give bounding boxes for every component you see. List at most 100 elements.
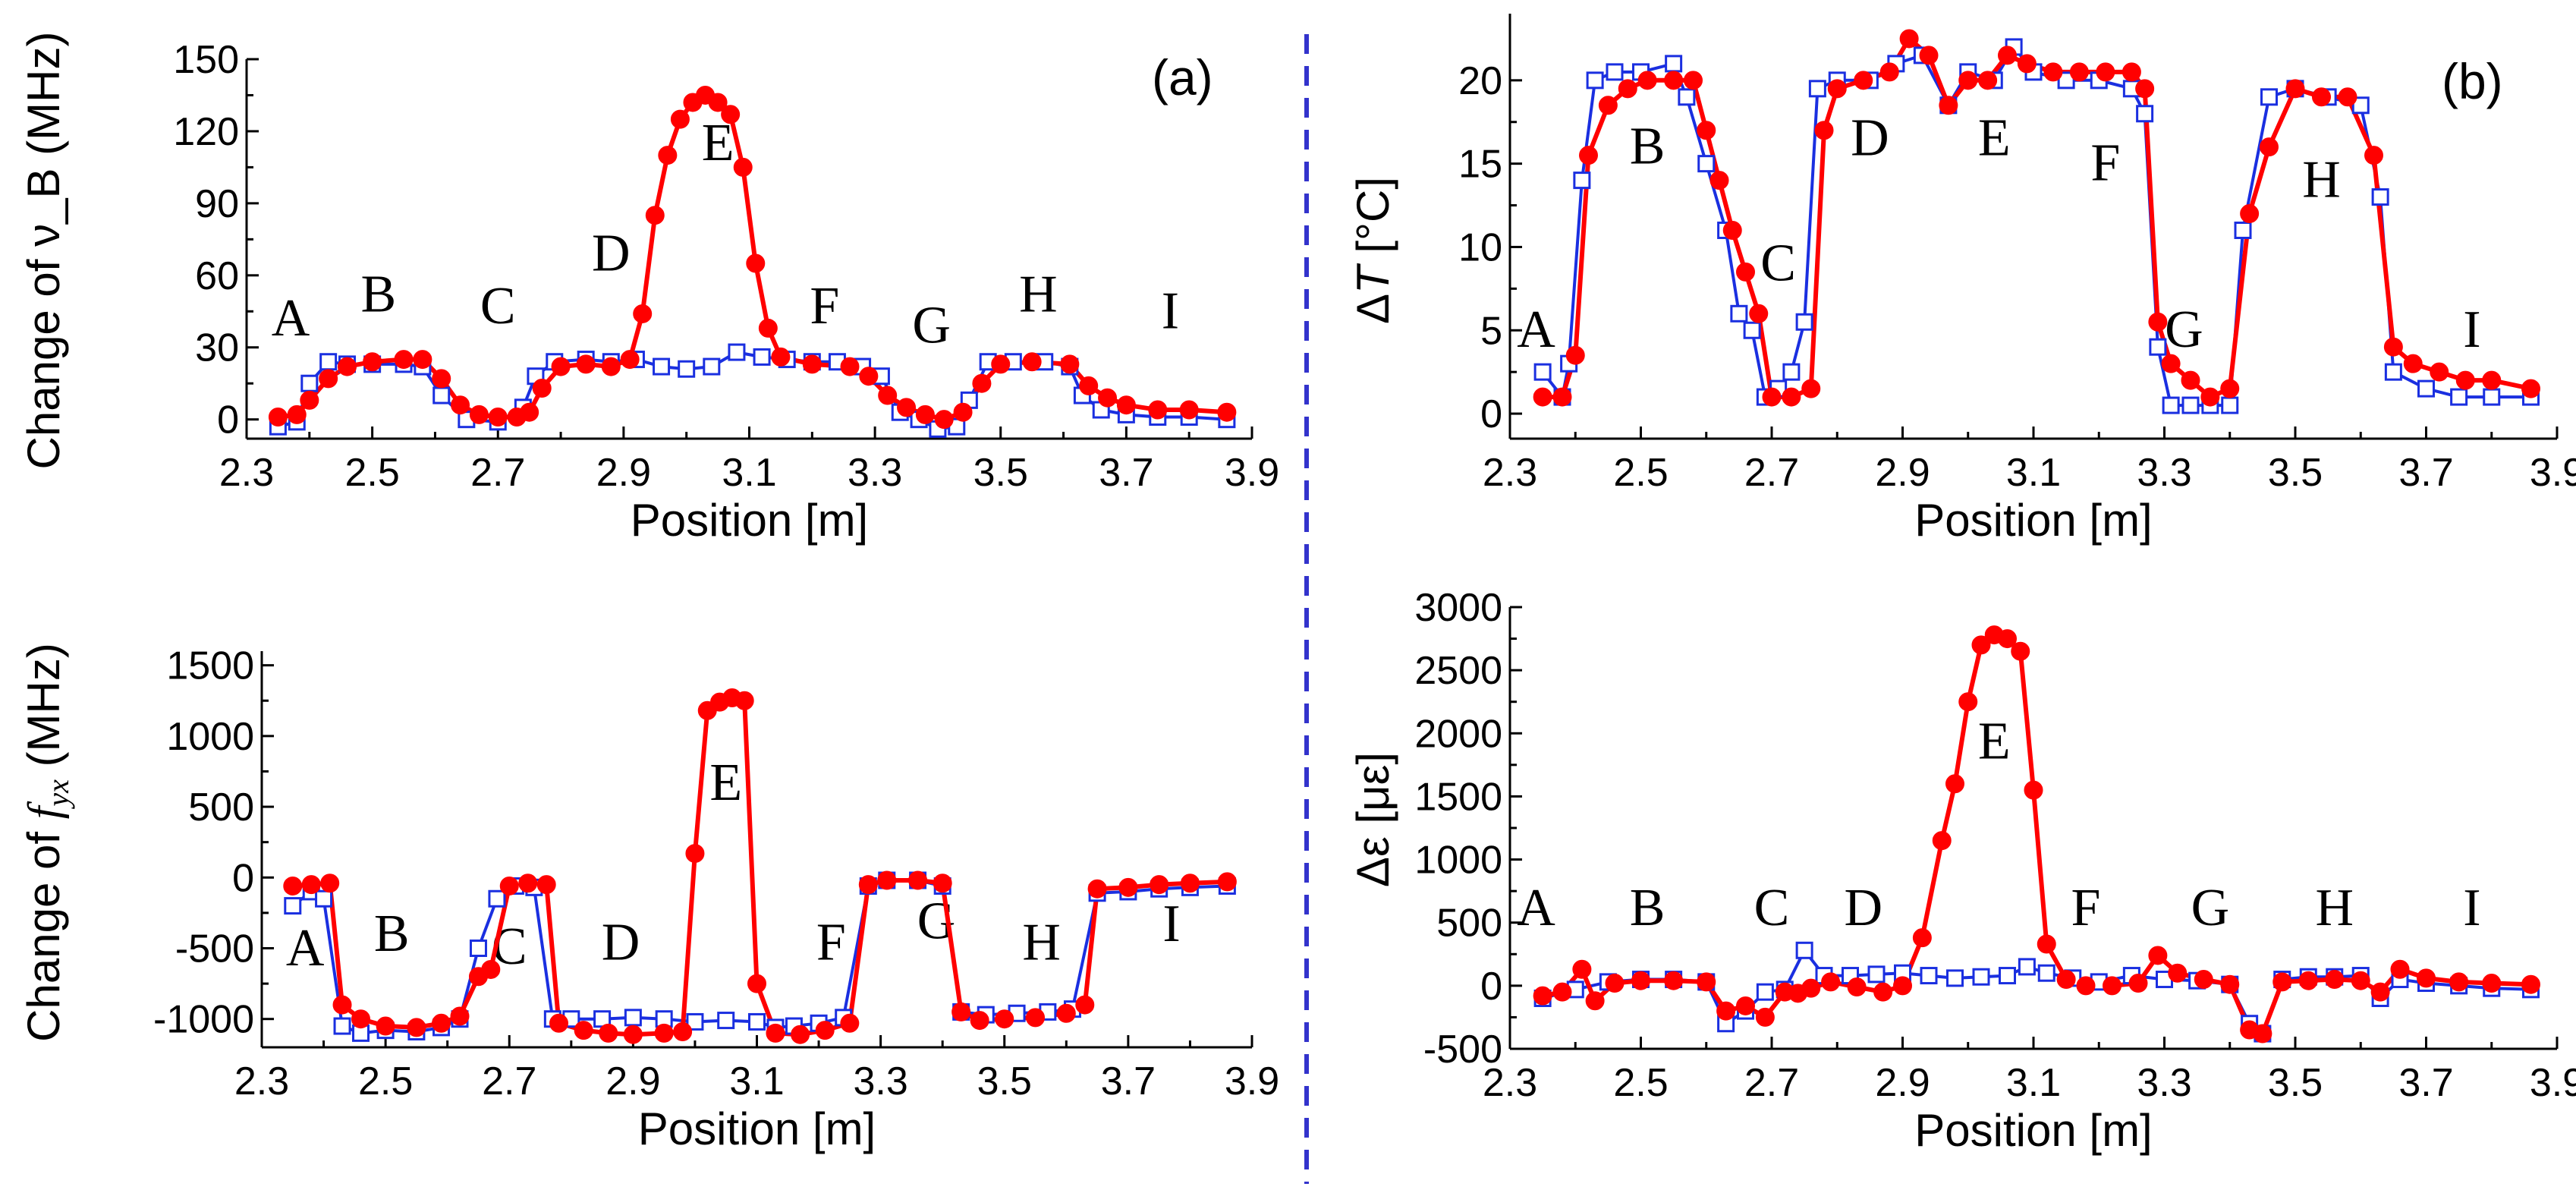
red-circle-marker xyxy=(2096,62,2115,82)
blue-square-marker xyxy=(686,1012,704,1031)
red-circle-marker xyxy=(1998,46,2017,65)
red-circle-marker xyxy=(934,410,954,430)
region-label-F: F xyxy=(2090,134,2120,193)
y-tick-label: 150 xyxy=(173,38,239,82)
red-circle-marker xyxy=(499,876,519,896)
red-circle-marker xyxy=(951,1002,971,1021)
blue-square-marker xyxy=(1795,941,1813,959)
blue-square-marker xyxy=(1730,304,1748,323)
red-circle-marker xyxy=(1684,71,1703,90)
red-circle-marker xyxy=(2403,354,2423,373)
series-line-red xyxy=(1542,632,2531,1036)
blue-square-marker xyxy=(2018,958,2036,976)
blue-square-marker xyxy=(728,343,746,361)
region-label-A: A xyxy=(1517,879,1555,937)
red-circle-marker xyxy=(1998,629,2017,649)
x-tick-label: 3.7 xyxy=(1101,1059,1156,1103)
region-label-I: I xyxy=(2463,879,2480,937)
red-circle-marker xyxy=(2351,971,2370,990)
blue-square-marker xyxy=(2417,379,2435,398)
red-circle-marker xyxy=(532,379,552,398)
y-tick-label: 1500 xyxy=(1414,775,1502,819)
red-circle-marker xyxy=(2011,641,2030,661)
red-circle-marker xyxy=(877,870,897,890)
y-tick-label: 1000 xyxy=(1414,839,1502,883)
red-circle-marker xyxy=(2383,337,2403,357)
red-circle-marker xyxy=(351,1009,370,1029)
red-circle-marker xyxy=(2024,780,2043,800)
red-circle-marker xyxy=(995,1009,1014,1029)
panel-b-label: (b) xyxy=(2442,53,2503,109)
red-circle-marker xyxy=(1116,395,1136,415)
red-circle-marker xyxy=(972,373,992,393)
x-tick-label: 2.7 xyxy=(482,1059,536,1103)
region-label-H: H xyxy=(2302,151,2341,209)
y-tick-label: 2000 xyxy=(1414,712,1502,756)
red-circle-marker xyxy=(2430,362,2449,382)
red-circle-marker xyxy=(2240,204,2260,224)
red-circle-marker xyxy=(536,875,556,895)
red-circle-marker xyxy=(2128,974,2148,993)
blue-square-marker xyxy=(1920,967,1938,985)
panel-a-label: (a) xyxy=(1152,49,1213,105)
red-circle-marker xyxy=(2122,62,2141,82)
x-tick-label: 2.5 xyxy=(1613,451,1668,495)
red-circle-marker xyxy=(733,157,753,177)
red-circle-marker xyxy=(623,1025,643,1044)
x-axis-label: Position [m] xyxy=(1914,495,2152,546)
red-circle-marker xyxy=(520,402,539,422)
y-tick-label: 2500 xyxy=(1414,649,1502,693)
red-circle-marker xyxy=(1978,71,1998,90)
red-circle-marker xyxy=(2272,972,2292,992)
red-circle-marker xyxy=(746,253,766,273)
blue-square-marker xyxy=(1665,55,1683,73)
y-tick-label: 5 xyxy=(1480,309,1502,353)
red-circle-marker xyxy=(859,367,879,386)
region-label-D: D xyxy=(602,913,640,971)
red-circle-marker xyxy=(2056,970,2076,990)
red-circle-marker xyxy=(283,876,303,896)
red-circle-marker xyxy=(1709,171,1729,190)
red-circle-marker xyxy=(481,959,501,979)
x-tick-label: 2.5 xyxy=(1613,1061,1668,1105)
x-axis-label: Position [m] xyxy=(631,495,868,546)
region-label-D: D xyxy=(1844,879,1882,937)
y-axis-label: Change of ν_B (MHz) xyxy=(18,32,69,470)
chart-deps: 2.3 2.5 2.7 2.9 3.1 3.3 3.5 3.7 3.9 -500 0 500 1000 1… xyxy=(1348,586,2576,1156)
red-circle-marker xyxy=(1847,977,1867,997)
blue-square-marker xyxy=(624,1009,642,1027)
red-circle-marker xyxy=(1075,995,1095,1015)
chart-fyx: 2.3 2.5 2.7 2.9 3.1 3.3 3.5 3.7 3.9 -1000 -500 0 500… xyxy=(18,643,1279,1154)
red-circle-marker xyxy=(708,93,728,112)
red-circle-marker xyxy=(915,404,935,424)
x-tick-label: 2.3 xyxy=(1483,451,1537,495)
chart-dT: 2.3 2.5 2.7 2.9 3.1 3.3 3.5 3.7 3.9 0 5 10 15 20 Posit… xyxy=(1348,14,2576,546)
region-label-B: B xyxy=(361,265,397,323)
blue-square-marker xyxy=(1606,63,1624,81)
red-circle-marker xyxy=(1118,877,1138,897)
red-circle-marker xyxy=(791,1025,810,1044)
blue-square-marker xyxy=(2234,221,2252,239)
region-label-H: H xyxy=(2315,879,2354,937)
blue-square-marker xyxy=(300,374,319,392)
x-tick-label: 3.7 xyxy=(1099,451,1153,495)
red-circle-marker xyxy=(1179,400,1199,420)
chart-nuB: 2.3 2.5 2.7 2.9 3.1 3.3 3.5 3.7 3.9 0 30 60 90 120 150… xyxy=(18,32,1279,546)
blue-square-marker xyxy=(2057,71,2075,90)
x-tick-label: 3.5 xyxy=(973,451,1028,495)
y-tick-label: 1500 xyxy=(166,644,254,688)
y-tick-label: 20 xyxy=(1458,59,1502,103)
blue-square-marker xyxy=(319,353,338,371)
x-tick-label: 2.5 xyxy=(344,451,399,495)
blue-square-marker xyxy=(717,1012,735,1030)
red-circle-marker xyxy=(2181,370,2200,390)
red-circle-marker xyxy=(488,408,508,427)
blue-square-marker xyxy=(1756,983,1774,1001)
red-circle-marker xyxy=(407,1018,426,1037)
y-tick-label: 3000 xyxy=(1414,586,1502,630)
red-circle-marker xyxy=(2370,982,2390,1002)
blue-square-marker xyxy=(2162,396,2180,414)
red-circle-marker xyxy=(2220,379,2240,398)
red-circle-marker xyxy=(320,874,340,893)
red-circle-marker xyxy=(2449,972,2469,992)
